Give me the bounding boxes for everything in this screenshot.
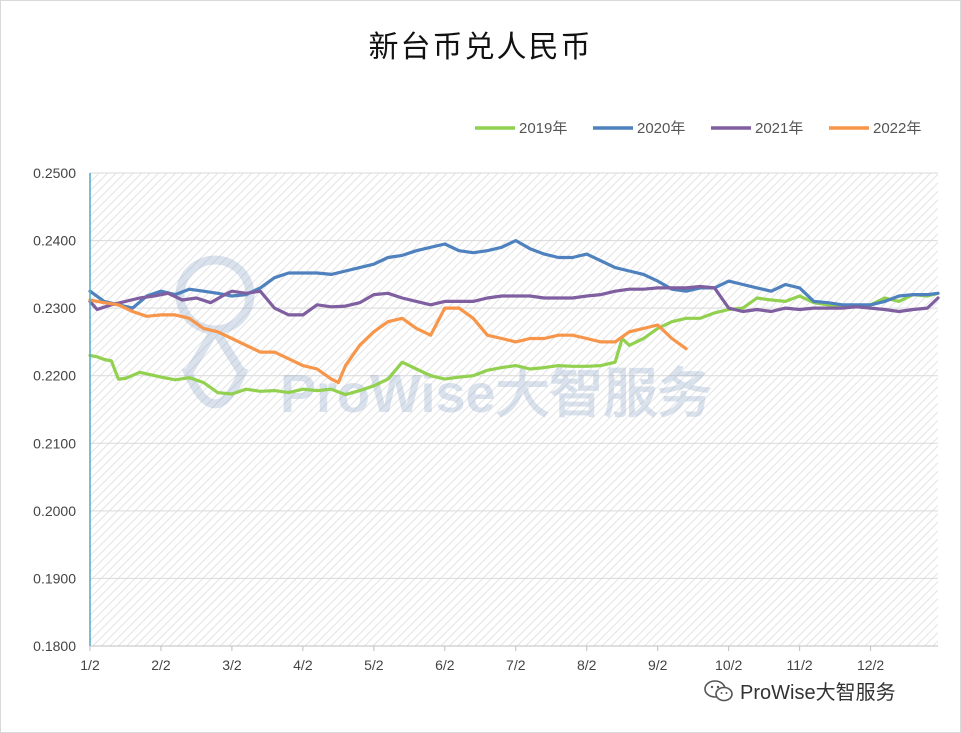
- series-layer: [88, 239, 940, 397]
- y-tick-label: 0.1800: [33, 638, 76, 654]
- x-tick-label: 5/2: [364, 657, 384, 673]
- wechat-icon: [704, 679, 733, 701]
- series-line-2022: [88, 298, 688, 385]
- y-tick-label: 0.2200: [33, 368, 76, 384]
- x-tick-label: 9/2: [648, 657, 668, 673]
- x-tick-label: 8/2: [577, 657, 597, 673]
- legend-label-2020: 2020年: [637, 120, 685, 137]
- axes: [89, 173, 938, 647]
- y-tick-label: 0.2500: [33, 165, 76, 181]
- x-tick-label: 3/2: [222, 657, 242, 673]
- location-pin-icon: [175, 255, 255, 409]
- x-tick-label: 2/2: [151, 657, 171, 673]
- y-tick-label: 0.2300: [33, 300, 76, 316]
- legend: 2019年 2020年 2021年 2022年: [475, 120, 921, 137]
- y-tick-label: 0.2000: [33, 503, 76, 519]
- y-axis-ticks: 0.1800 0.1900 0.2000 0.2100 0.2200 0.2300 0.24…: [33, 165, 76, 654]
- series-line-2021: [88, 284, 940, 317]
- x-tick-label: 7/2: [506, 657, 526, 673]
- x-tick-label: 12/2: [857, 657, 884, 673]
- x-axis-ticks: 1/2 2/2 3/2 4/2 5/2 6/2 7/2 8/2 9/2 10/2 11/2 12/2: [80, 646, 884, 673]
- legend-label-2022: 2022年: [873, 120, 921, 137]
- legend-label-2021: 2021年: [755, 120, 803, 137]
- y-tick-label: 0.2400: [33, 233, 76, 249]
- x-tick-label: 11/2: [787, 657, 813, 673]
- chart-title: 新台币兑人民币: [368, 30, 593, 65]
- x-tick-label: 10/2: [715, 657, 742, 673]
- x-tick-label: 4/2: [293, 657, 313, 673]
- y-tick-label: 0.2100: [33, 435, 76, 451]
- x-tick-label: 1/2: [80, 657, 100, 673]
- series-line-2019: [88, 291, 940, 397]
- plot-area: [90, 173, 938, 646]
- footer-watermark: ProWise大智服务: [704, 676, 896, 705]
- x-tick-label: 6/2: [435, 657, 455, 673]
- legend-label-2019: 2019年: [519, 120, 567, 137]
- series-line-2020: [88, 239, 940, 310]
- footer-watermark-text: ProWise大智服务: [740, 682, 896, 704]
- y-tick-label: 0.1900: [33, 570, 76, 586]
